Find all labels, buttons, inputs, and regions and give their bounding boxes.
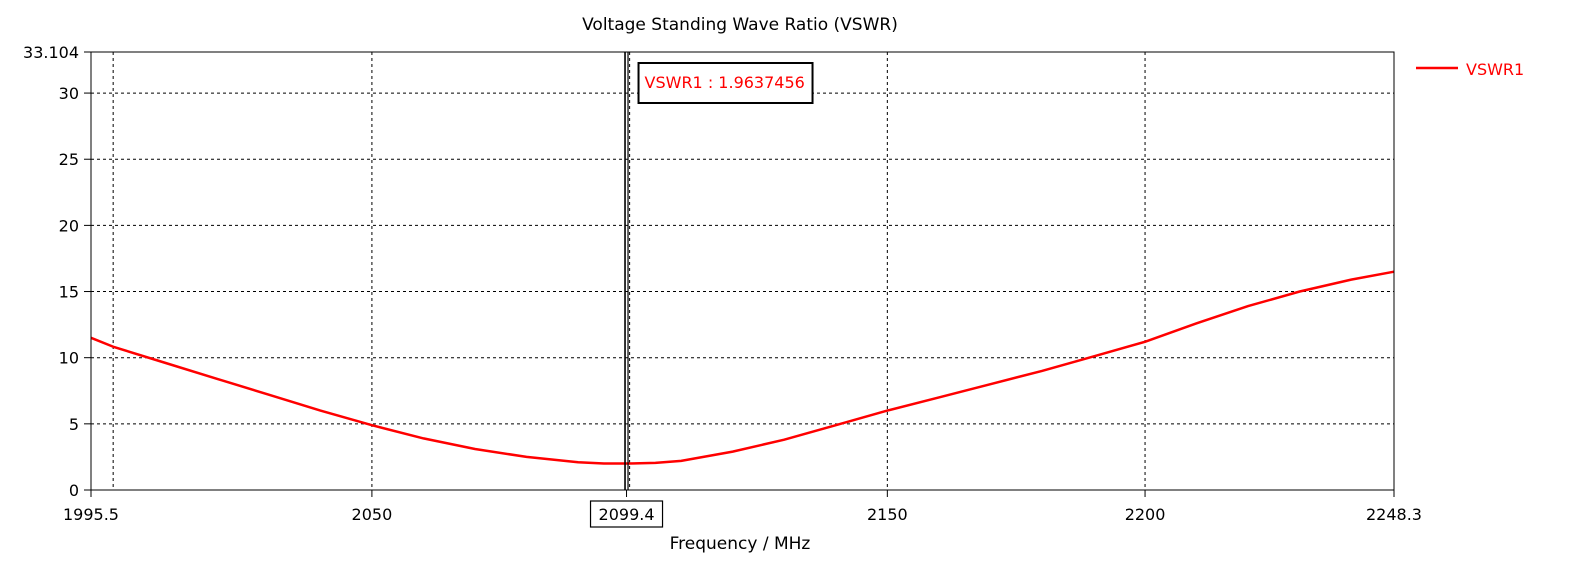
y-tick-label: 10 (59, 349, 79, 368)
y-tick-label: 30 (59, 84, 79, 103)
series-line-vswr1 (90, 270, 1395, 465)
legend-label-vswr1: VSWR1 (1466, 60, 1524, 79)
x-tick-label: 2248.3 (1366, 505, 1422, 524)
marker[interactable]: VSWR1 : 1.9637456 (624, 52, 814, 490)
chart-title: Voltage Standing Wave Ratio (VSWR) (582, 15, 898, 35)
legend: VSWR1 (1416, 60, 1524, 79)
series-layer (90, 270, 1395, 465)
y-tick-label: 5 (69, 415, 79, 434)
x-tick-label: 2150 (867, 505, 908, 524)
plot-frame (90, 51, 1395, 491)
y-tick-label: 15 (59, 283, 79, 302)
y-tick-label: 0 (69, 481, 79, 500)
x-tick-label: 2050 (352, 505, 393, 524)
marker-label: VSWR1 : 1.9637456 (645, 73, 805, 92)
axes (84, 51, 1395, 497)
x-axis-label: Frequency / MHz (670, 534, 811, 554)
grid-lines (91, 52, 1394, 490)
x-tick-label: 2200 (1125, 505, 1166, 524)
x-tick-label: 2099.4 (599, 505, 655, 524)
y-tick-label: 33.104 (23, 43, 79, 62)
x-tick-label: 1995.5 (63, 505, 119, 524)
marker-label-box (637, 62, 814, 104)
tick-labels: 0 5 10 15 20 25 30 33.104 1995.5 2050 2099.4 2150 22… (23, 43, 1422, 528)
y-tick-label: 25 (59, 150, 79, 169)
y-tick-label: 20 (59, 216, 79, 235)
marker-x-label-box (589, 500, 664, 528)
